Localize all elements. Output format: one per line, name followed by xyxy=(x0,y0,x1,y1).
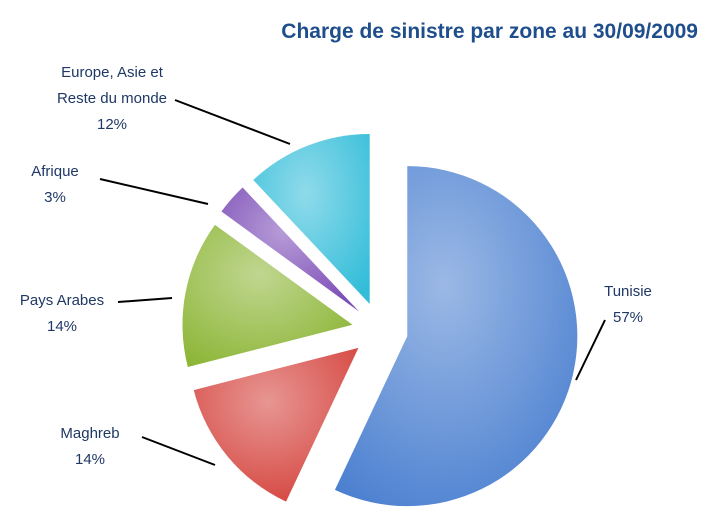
slice-shine xyxy=(253,133,370,304)
slice-shine xyxy=(182,224,353,368)
data-label: Afrique 3% xyxy=(0,159,125,211)
value-label: 12% xyxy=(96,116,128,133)
data-label: Europe, Asie et Reste du monde 12% xyxy=(42,60,182,138)
slice-shine xyxy=(221,187,359,312)
data-label: Pays Arabes 14% xyxy=(0,288,132,340)
category-label: Tunisie xyxy=(604,283,652,300)
chart-title: Charge de sinistre par zone au 30/09/200… xyxy=(281,20,698,43)
category-label: Afrique xyxy=(31,163,79,180)
value-label: 57% xyxy=(612,309,644,326)
leader-line xyxy=(575,319,606,381)
data-label: Maghreb 14% xyxy=(20,421,160,473)
category-label: Europe, Asie et Reste du monde xyxy=(56,64,168,107)
category-label: Pays Arabes xyxy=(19,292,105,309)
value-label: 14% xyxy=(46,318,78,335)
slice-shine xyxy=(334,166,578,507)
value-label: 14% xyxy=(74,451,106,468)
slice-shine xyxy=(193,347,359,502)
leader-line xyxy=(99,178,209,205)
leader-line xyxy=(174,99,291,145)
leader-line xyxy=(141,436,216,466)
category-label: Maghreb xyxy=(60,425,120,442)
data-label: Tunisie 57% xyxy=(558,279,698,331)
value-label: 3% xyxy=(44,189,66,206)
leader-line xyxy=(117,297,173,303)
